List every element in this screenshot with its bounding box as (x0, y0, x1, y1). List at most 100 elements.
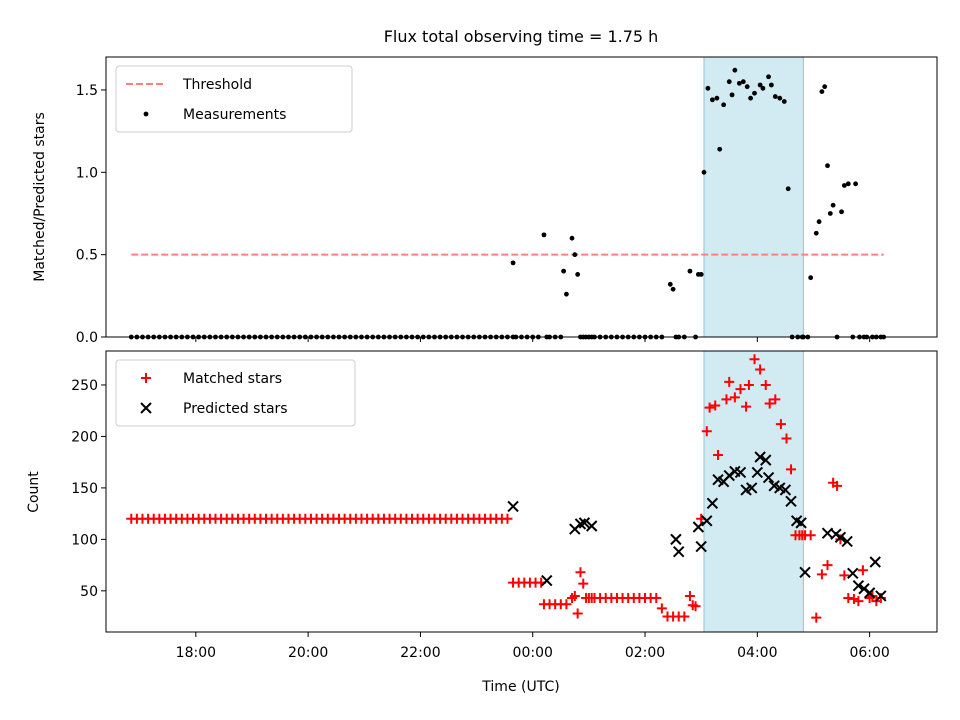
predicted-star-point (670, 533, 682, 546)
x-tick-label: 22:00 (400, 645, 440, 661)
matched-star-point (743, 379, 754, 390)
y-tick-label: 50 (80, 584, 98, 600)
measurement-point (766, 74, 771, 80)
measurement-point (845, 181, 851, 187)
y-tick-label: 100 (71, 532, 98, 548)
matched-star-point (575, 567, 586, 578)
measurement-point (705, 85, 711, 91)
predicted-star-point (751, 466, 764, 479)
legend-box (115, 359, 356, 427)
measurement-point (726, 79, 732, 85)
x-tick-label: 00:00 (513, 645, 553, 661)
ylabel-top: Matched/Predicted stars (32, 112, 48, 282)
predicted-star-point (858, 583, 870, 595)
measurement-point (768, 82, 774, 88)
matched-star-point (843, 593, 854, 604)
matched-star-point (775, 419, 786, 430)
matched-star-point (735, 384, 746, 395)
axes-frame (105, 350, 938, 633)
x-tick-label: 02:00 (625, 645, 665, 661)
predicted-star-point (863, 587, 876, 599)
ylabel-bottom: Count (26, 471, 42, 513)
y-tick-label: 1.0 (76, 165, 98, 181)
matched-star-point (853, 596, 864, 607)
measurement-point (729, 92, 735, 98)
measurement-point (785, 186, 791, 192)
predicted-star-point (875, 590, 887, 602)
matched-star-point (724, 376, 735, 387)
matched-star-point (848, 594, 859, 605)
legend-box (115, 65, 353, 133)
measurement-point (808, 275, 814, 281)
predicted-star-point (762, 471, 775, 484)
measurement-point (813, 230, 819, 236)
predicted-star-point (695, 540, 707, 553)
predicted-star-point (692, 521, 705, 533)
predicted-star-point (779, 484, 792, 496)
legend-label: Threshold (182, 77, 252, 93)
predicted-star-point (869, 556, 881, 568)
measurement-point (710, 97, 715, 103)
matched-star-point (713, 449, 724, 460)
measurement-point (561, 268, 567, 274)
measurement-point (772, 94, 778, 99)
matched-star-point (760, 379, 771, 390)
predicted-star-point (841, 535, 853, 548)
predicted-star-point (754, 451, 766, 463)
matched-star-point (839, 570, 850, 581)
matched-star-point (832, 480, 843, 491)
predicted-star-point (574, 518, 587, 530)
chart-title: Flux total observing time = 1.75 h (384, 27, 659, 46)
measurement-point (721, 102, 727, 108)
measurement-point (816, 219, 822, 225)
predicted-star-point (706, 497, 719, 510)
predicted-star-point (734, 466, 747, 479)
measurement-point (825, 163, 830, 169)
measurement-point (740, 79, 746, 85)
y-tick-label: 250 (71, 378, 98, 394)
measurement-point (760, 85, 766, 91)
matched-star-point (857, 565, 868, 576)
matched-star-point (684, 590, 695, 601)
measurement-point (752, 90, 757, 96)
matched-star-point (770, 394, 781, 405)
measurement-point (827, 211, 833, 216)
measurement-point (736, 80, 742, 86)
matched-star-point (822, 560, 833, 571)
measurement-point (687, 268, 693, 274)
predicted-star-point (578, 517, 591, 529)
predicted-star-point (852, 579, 865, 592)
matched-star-point (721, 394, 732, 405)
measurement-point (777, 95, 783, 101)
measurement-point (698, 272, 704, 277)
legend-matched-swatch (141, 373, 151, 383)
matched-star-point (572, 608, 583, 619)
matched-star-point (781, 433, 792, 444)
measurement-point (822, 84, 828, 90)
y-tick-label: 0.5 (76, 248, 98, 264)
predicted-star-point (541, 574, 553, 587)
predicted-star-point (723, 469, 735, 482)
measurement-point (748, 95, 753, 101)
measurement-point (757, 82, 763, 88)
measurement-point (781, 99, 787, 104)
measurement-point (564, 291, 569, 297)
matched-star-point (729, 392, 740, 403)
y-tick-label: 0.0 (76, 330, 98, 346)
matched-star-point (502, 513, 513, 524)
measurement-point (853, 181, 858, 187)
matched-star-point (651, 593, 662, 604)
predicted-star-point (834, 531, 847, 544)
matched-star-point (704, 402, 715, 413)
predicted-star-point (760, 454, 772, 466)
measurement-point (572, 252, 578, 258)
measurement-point (569, 235, 575, 241)
matched-star-point (656, 603, 667, 614)
legend-measurement-swatch (143, 111, 149, 117)
matched-star-point (764, 398, 775, 409)
matched-star-point (679, 611, 690, 622)
predicted-star-point (795, 517, 807, 529)
matched-star-point (786, 464, 797, 475)
predicted-star-point (701, 515, 713, 527)
